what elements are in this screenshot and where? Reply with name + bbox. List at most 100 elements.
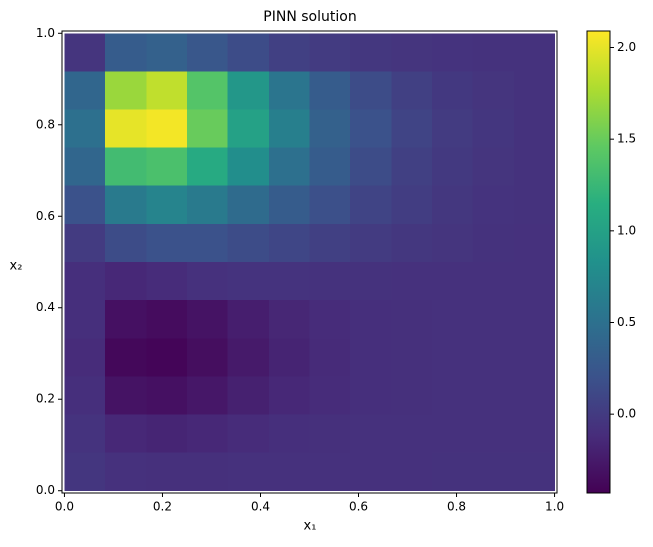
heatmap-cell [268, 414, 310, 454]
y-tick-label: 0.0 [36, 483, 55, 497]
heatmap-cell [105, 452, 147, 492]
heatmap-cell [105, 33, 147, 72]
heatmap-cell [350, 33, 392, 72]
heatmap-cell [309, 33, 351, 72]
heatmap-cell [268, 299, 310, 339]
heatmap-cell [309, 71, 351, 111]
heatmap-cell [391, 376, 433, 415]
heatmap-cell [146, 33, 188, 72]
heatmap-cell [472, 33, 515, 72]
heatmap-cell [309, 262, 351, 301]
heatmap-cell [105, 71, 147, 111]
heatmap-cell [105, 376, 147, 415]
heatmap-cell [186, 299, 229, 339]
heatmap-cell [146, 299, 188, 339]
heatmap-cell [391, 109, 433, 149]
heatmap-cell [309, 376, 351, 415]
heatmap-cell [391, 224, 433, 263]
y-tick-label: 0.8 [36, 117, 55, 131]
heatmap-cell [472, 185, 515, 225]
heatmap-cell [391, 414, 433, 454]
heatmap-cell [186, 376, 229, 415]
heatmap-cell [432, 262, 474, 301]
heatmap-cell [227, 452, 270, 492]
heatmap-cell [350, 338, 392, 377]
heatmap-cell [186, 33, 229, 72]
heatmap-cell [350, 224, 392, 263]
y-tick-label: 0.6 [36, 209, 55, 223]
heatmap-cell [186, 109, 229, 149]
heatmap-cell [105, 224, 147, 263]
heatmap-cell [268, 147, 310, 187]
heatmap-cell [513, 376, 556, 415]
heatmap-cell [105, 414, 147, 454]
heatmap-cell [391, 147, 433, 187]
heatmap-cell [472, 376, 515, 415]
heatmap-cell [186, 414, 229, 454]
heatmap-cell [309, 338, 351, 377]
heatmap-cell [268, 224, 310, 263]
colorbar-tick-label: 1.5 [617, 132, 636, 146]
heatmap-cell [64, 185, 106, 225]
heatmap-cell [186, 185, 229, 225]
heatmap-cell [309, 224, 351, 263]
heatmap-cell [472, 71, 515, 111]
heatmap-cell [350, 299, 392, 339]
heatmap-cell [268, 376, 310, 415]
heatmap-cell [432, 224, 474, 263]
heatmap-cell [513, 224, 556, 263]
heatmap-cell [432, 376, 474, 415]
heatmap-cell [350, 147, 392, 187]
heatmap-cell [64, 452, 106, 492]
heatmap-cell [309, 452, 351, 492]
heatmap-cell [64, 338, 106, 377]
heatmap-cell [227, 414, 270, 454]
heatmap-cell [227, 109, 270, 149]
heatmap-cell [432, 33, 474, 72]
heatmap-cell [105, 262, 147, 301]
heatmap-cell [309, 185, 351, 225]
heatmap-cell [350, 376, 392, 415]
heatmap-cell [227, 224, 270, 263]
plot-frame [61, 30, 558, 494]
heatmap-cell [268, 262, 310, 301]
heatmap-cell [391, 262, 433, 301]
heatmap-cell [268, 452, 310, 492]
heatmap-cell [146, 376, 188, 415]
heatmap-cell [64, 414, 106, 454]
heatmap-cell [105, 338, 147, 377]
y-tick-label: 1.0 [36, 26, 55, 40]
y-tick-label: 0.4 [36, 300, 55, 314]
heatmap-cell [186, 147, 229, 187]
heatmap-cell [432, 338, 474, 377]
heatmap-cell [186, 224, 229, 263]
heatmap-cell [268, 109, 310, 149]
y-axis-label: x₂ [10, 259, 23, 274]
heatmap-cell [146, 262, 188, 301]
chart-title: PINN solution [263, 9, 356, 25]
heatmap-cell [186, 452, 229, 492]
heatmap-cell [227, 71, 270, 111]
heatmap-cell [186, 71, 229, 111]
heatmap-cell [472, 414, 515, 454]
heatmap-cell [105, 109, 147, 149]
heatmap-cell [391, 452, 433, 492]
heatmap-cell [391, 185, 433, 225]
x-tick-label: 0.8 [447, 500, 466, 514]
heatmap-cell [432, 414, 474, 454]
y-tick-label: 0.2 [36, 392, 55, 406]
heatmap-cell [146, 185, 188, 225]
heatmap-cell [146, 414, 188, 454]
heatmap-cell [350, 109, 392, 149]
heatmap-cell [350, 185, 392, 225]
heatmap-cell [268, 33, 310, 72]
heatmap-cell [105, 185, 147, 225]
heatmap-cell [309, 414, 351, 454]
x-axis-label: x₁ [304, 519, 317, 534]
heatmap-cell [227, 338, 270, 377]
heatmap-cell [146, 452, 188, 492]
heatmap-cell [432, 147, 474, 187]
heatmap-cell [64, 376, 106, 415]
heatmap-cell [472, 299, 515, 339]
heatmap-cell [227, 299, 270, 339]
